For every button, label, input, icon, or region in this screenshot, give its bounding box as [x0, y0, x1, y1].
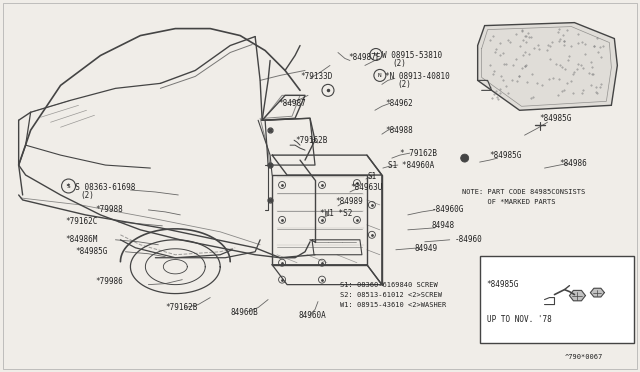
Text: *84987: *84987 — [278, 99, 306, 108]
Text: *84962: *84962 — [385, 99, 413, 108]
Text: N: N — [378, 73, 381, 78]
Text: *84985G: *84985G — [486, 280, 519, 289]
Text: *79162C: *79162C — [65, 217, 98, 227]
Text: NOTE: PART CODE 84985CONSISTS: NOTE: PART CODE 84985CONSISTS — [461, 189, 585, 195]
Text: *84986M: *84986M — [65, 235, 98, 244]
Text: *79162B: *79162B — [165, 303, 198, 312]
Text: *84985G: *84985G — [76, 247, 108, 256]
Text: (2): (2) — [81, 192, 94, 201]
Text: *84987F: *84987F — [348, 53, 380, 62]
Text: 84948: 84948 — [432, 221, 455, 230]
Text: * S 08363-61698: * S 08363-61698 — [65, 183, 135, 192]
Text: 84949: 84949 — [415, 244, 438, 253]
Text: W 08915-53810: W 08915-53810 — [382, 51, 442, 60]
Circle shape — [461, 154, 468, 162]
Text: W: W — [374, 52, 378, 57]
Text: 84960A: 84960A — [298, 311, 326, 320]
Text: *79162B: *79162B — [295, 136, 328, 145]
Text: S1: 08360-6169840 SCREW: S1: 08360-6169840 SCREW — [340, 282, 438, 288]
Text: *84986: *84986 — [559, 158, 588, 167]
Text: *84989: *84989 — [335, 198, 363, 206]
Text: S: S — [67, 183, 70, 189]
Text: *84985G: *84985G — [490, 151, 522, 160]
Text: 84960B: 84960B — [230, 308, 258, 317]
Text: UP TO NOV. '78: UP TO NOV. '78 — [486, 315, 552, 324]
Text: S1 *84960A: S1 *84960A — [388, 161, 434, 170]
Text: (2): (2) — [393, 59, 406, 68]
Polygon shape — [570, 291, 586, 301]
Text: *79133D: *79133D — [300, 72, 332, 81]
Text: *79988: *79988 — [95, 205, 124, 214]
Text: * 79162B: * 79162B — [400, 149, 437, 158]
Text: *W1 *S2: *W1 *S2 — [320, 209, 353, 218]
Text: *84963U: *84963U — [350, 183, 382, 192]
Text: -84960G: -84960G — [432, 205, 464, 214]
Text: W1: 08915-43610 <2>WASHER: W1: 08915-43610 <2>WASHER — [340, 302, 446, 308]
Text: S1: S1 — [368, 171, 377, 180]
Polygon shape — [591, 288, 604, 297]
Text: *84988: *84988 — [385, 126, 413, 135]
Text: *79986: *79986 — [95, 277, 124, 286]
Text: *84985G: *84985G — [540, 114, 572, 123]
Text: OF *MARKED PARTS: OF *MARKED PARTS — [461, 199, 555, 205]
Polygon shape — [477, 23, 618, 110]
Bar — [479, 256, 634, 343]
Text: -84960: -84960 — [454, 235, 483, 244]
Text: (2): (2) — [398, 80, 412, 89]
Text: ^790*0067: ^790*0067 — [564, 355, 603, 360]
Text: S2: 08513-61012 <2>SCREW: S2: 08513-61012 <2>SCREW — [340, 292, 442, 298]
Text: *N 08913-40810: *N 08913-40810 — [385, 72, 450, 81]
